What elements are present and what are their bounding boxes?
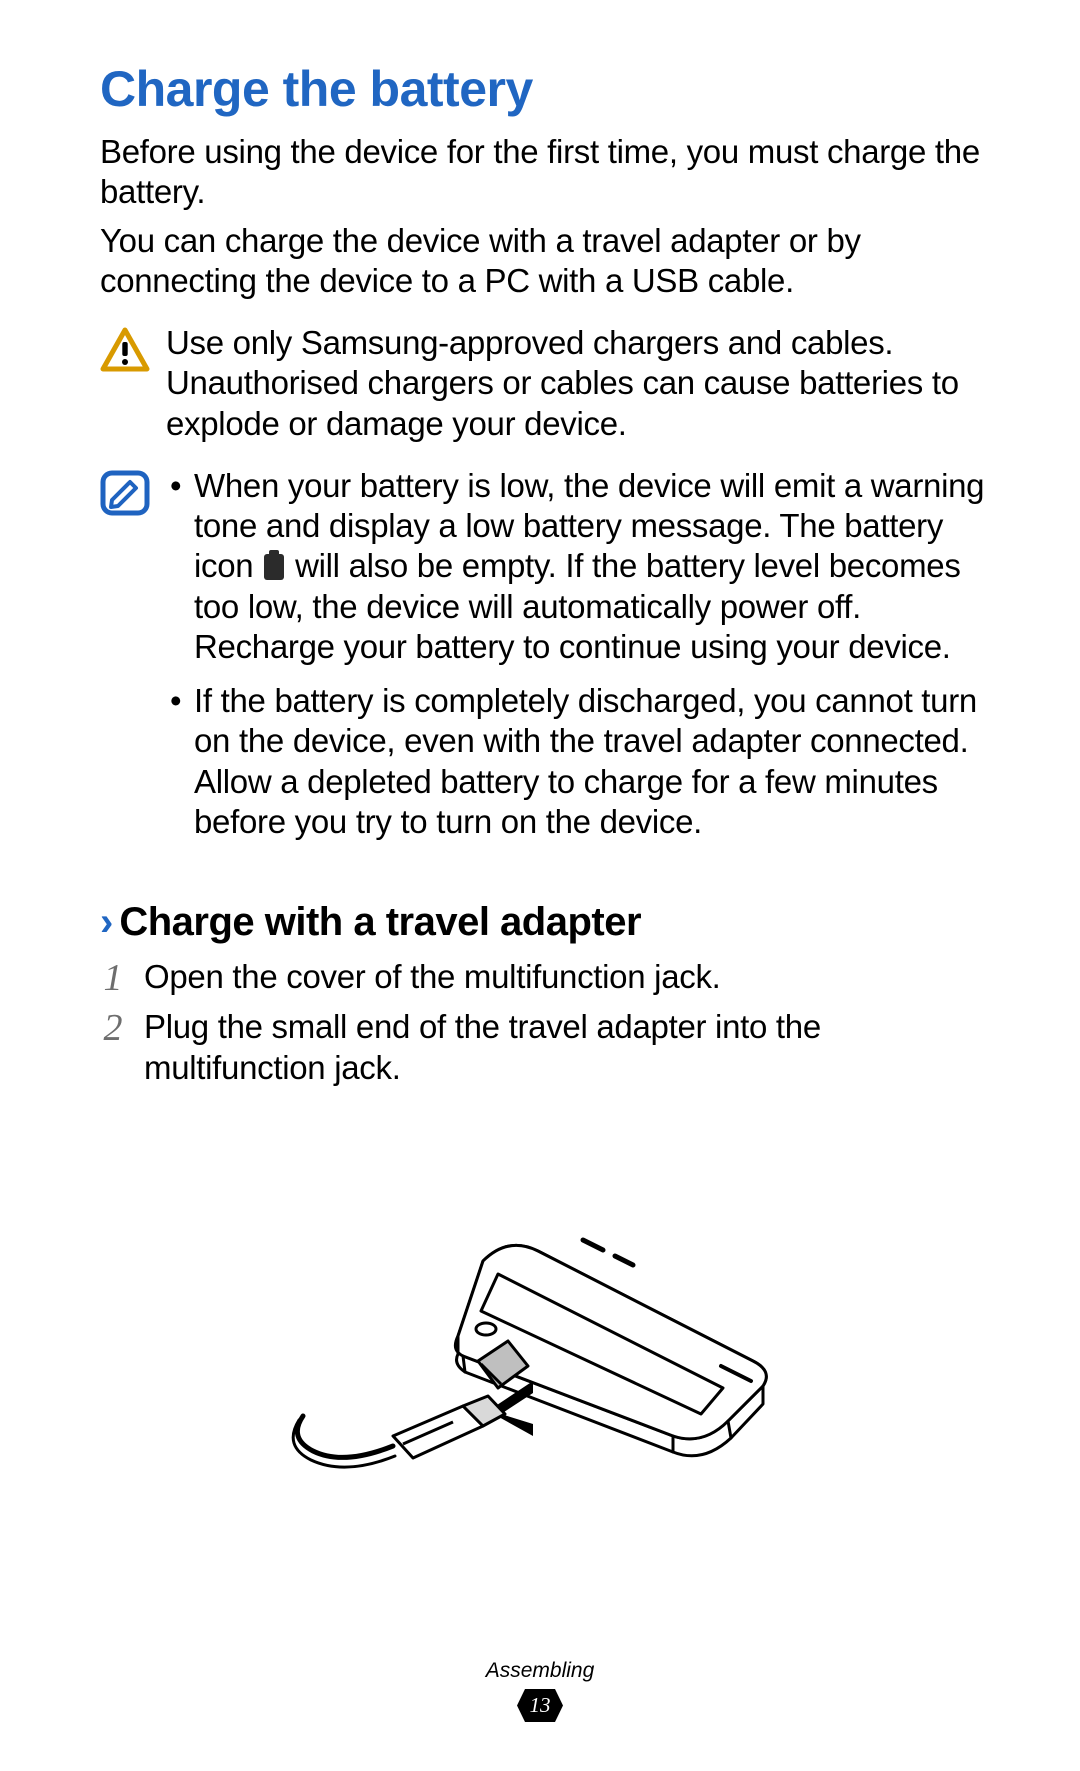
intro-paragraph-2: You can charge the device with a travel …	[100, 221, 985, 302]
step-list: 1 Open the cover of the multifunction ja…	[100, 957, 985, 1088]
page-title: Charge the battery	[100, 60, 985, 118]
step-text: Plug the small end of the travel adapter…	[144, 1007, 985, 1088]
battery-icon	[264, 554, 284, 580]
warning-callout: Use only Samsung-approved chargers and c…	[100, 323, 985, 444]
page-number: 13	[517, 1689, 563, 1722]
step-number: 1	[100, 957, 126, 997]
intro-paragraph-1: Before using the device for the first ti…	[100, 132, 985, 213]
warning-icon	[100, 327, 150, 373]
step-text: Open the cover of the multifunction jack…	[144, 957, 721, 997]
step-number: 2	[100, 1007, 126, 1047]
warning-text: Use only Samsung-approved chargers and c…	[166, 323, 985, 444]
note-1-part-b: will also be empty. If the battery level…	[194, 547, 961, 665]
subsection-heading: › Charge with a travel adapter	[100, 900, 985, 945]
manual-page: Charge the battery Before using the devi…	[0, 0, 1080, 1486]
note-icon	[100, 470, 150, 516]
page-number-badge: 13	[517, 1689, 563, 1722]
subsection-title: Charge with a travel adapter	[119, 900, 641, 945]
note-callout: When your battery is low, the device wil…	[100, 466, 985, 856]
note-item-1: When your battery is low, the device wil…	[166, 466, 985, 667]
chevron-icon: ›	[100, 902, 113, 942]
phone-charger-illustration	[283, 1106, 803, 1486]
footer-section-label: Assembling	[0, 1659, 1080, 1683]
step-1: 1 Open the cover of the multifunction ja…	[100, 957, 985, 997]
step-2: 2 Plug the small end of the travel adapt…	[100, 1007, 985, 1088]
page-footer: Assembling 13	[0, 1659, 1080, 1727]
note-item-2: If the battery is completely discharged,…	[166, 681, 985, 842]
note-list: When your battery is low, the device wil…	[166, 466, 985, 856]
